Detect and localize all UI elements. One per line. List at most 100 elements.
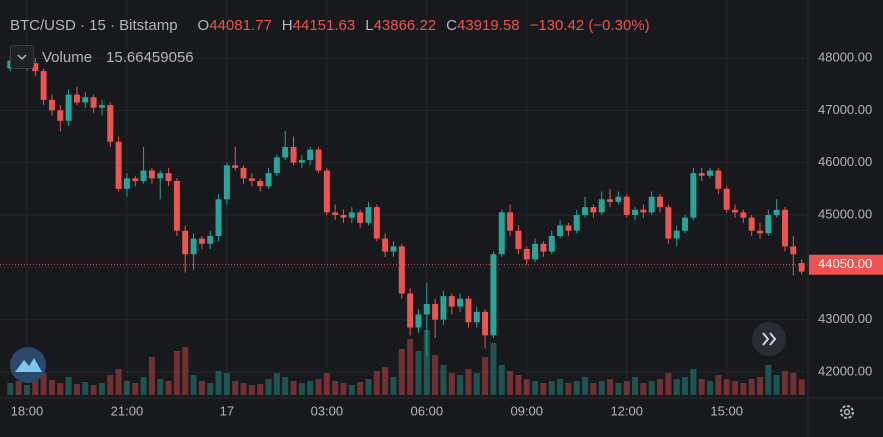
candle-body [565,225,572,231]
volume-bar [90,385,97,395]
candle-body [715,170,722,189]
candle-body [307,149,314,161]
candle-body [332,212,339,215]
collapse-button[interactable] [10,45,34,69]
candle-body [540,243,547,252]
logo-icon[interactable] [15,358,42,372]
chevron[interactable] [17,54,27,60]
candle-body [315,149,322,171]
volume-bar [7,383,14,395]
overlay: 42000.0043000.0044000.0045000.0046000.00… [11,49,883,418]
volume-bar [323,373,330,395]
volume-bar [723,379,730,395]
volume-bar [223,373,230,395]
candle-body [532,243,539,260]
settings-button[interactable] [840,405,854,419]
candle-body [615,196,622,202]
logo[interactable] [10,347,46,383]
volume-bar [182,347,189,395]
volume-bar [365,379,372,395]
y-tick-label: 48000.00 [818,49,872,64]
candle-body [548,235,555,252]
candle-body [748,217,755,231]
volume-bar [440,365,447,395]
ohlc-value: 43919.58 [456,17,520,34]
candle-body [40,71,47,100]
ohlc-letter: C [446,17,457,34]
x-tick-label: 15:00 [710,403,743,418]
candle-body [340,215,347,218]
candle-body [698,173,705,176]
volume-bar [473,373,480,395]
candle-body [590,207,597,213]
x-tick-label: 21:00 [111,403,144,418]
candle-body [415,314,422,328]
volume-bar [32,379,39,395]
candle-body [665,207,672,239]
volume-bar [273,373,280,395]
volume-bar [632,377,639,395]
volume-bar [557,379,564,395]
volume-bar [65,377,72,395]
candle-body [82,97,89,103]
candle-body [65,94,72,121]
volume-bar [282,377,289,395]
gear-outer[interactable] [840,405,854,419]
candle-body [557,225,564,236]
candle-body [240,167,247,179]
volume-bar [265,379,272,395]
volume-bar [190,375,197,395]
volume-bar [773,375,780,395]
volume-bar [540,383,547,395]
volume-bar [257,384,264,395]
volume-bar [765,365,772,395]
volume-bar [623,381,630,395]
y-tick-label: 45000.00 [818,206,872,221]
volume-bar [740,383,747,395]
volume-bar [673,379,680,395]
volume-legend: Volume 15.66459056 [10,45,194,69]
volume-bar [198,381,205,395]
candle-body [740,212,747,218]
candle-body [257,180,264,187]
candle-body [757,230,763,234]
candle-body [357,212,364,223]
scroll-button[interactable] [752,322,786,356]
candle-body [407,293,414,328]
x-tick-label: 09:00 [510,403,543,418]
candle-body [140,170,147,181]
gear-inner[interactable] [843,408,851,416]
candle-body [790,246,797,255]
candle-body [473,311,480,323]
candle-body [373,207,380,239]
candle-body [148,170,155,179]
candle-body [265,173,272,187]
volume-bar [232,381,239,395]
candle-body [165,173,172,181]
volume-bar [357,382,364,395]
scroll-button-icon[interactable] [762,332,777,346]
volume-bar [690,369,697,395]
volume-bar [207,383,214,395]
volume-bar [423,330,430,395]
x-tick-label: 17 [220,403,234,418]
volume-bar [798,379,805,395]
volume-bar [781,371,788,395]
x-tick-label: 12:00 [610,403,643,418]
candle-body [507,212,514,231]
volume-bar [548,381,555,395]
volume-bar [757,377,763,395]
volume-bar [732,381,739,395]
candle-body [432,303,439,320]
volume-bar [432,355,439,395]
candle-body [173,180,180,231]
candle-body [482,311,489,336]
candle-body [648,196,655,213]
candle-body [465,298,472,323]
candle-body [515,230,522,250]
candle-body [123,178,130,189]
candle-body [248,178,255,181]
y-tick-label: 47000.00 [818,102,872,117]
volume-bar [573,381,580,395]
